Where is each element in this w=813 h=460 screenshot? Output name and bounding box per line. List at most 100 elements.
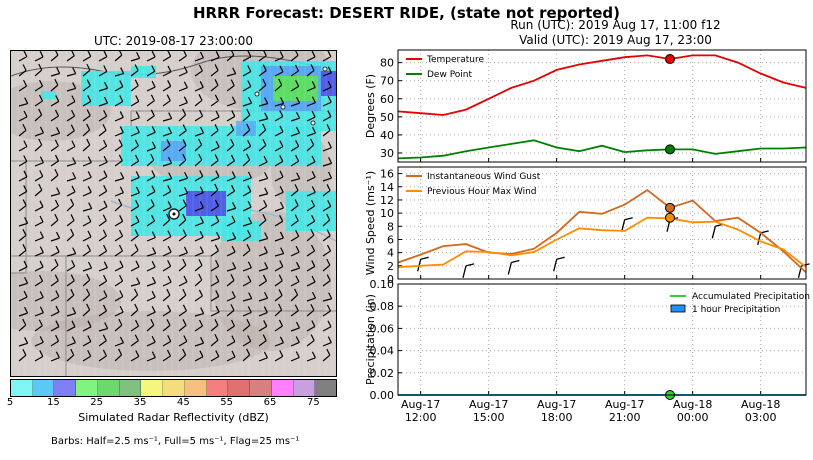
wind-barb-flag: [511, 259, 520, 264]
main-title: HRRR Forecast: DESERT RIDE, (state not r…: [192, 4, 621, 22]
wind-barb-flag: [264, 232, 269, 239]
wind-barb-flag: [134, 303, 139, 311]
wind-barb: [18, 277, 29, 287]
wind-barb-shaft: [34, 280, 43, 287]
wind-barb-flag: [310, 304, 315, 311]
wind-barb-flag: [87, 230, 92, 238]
wind-barb: [98, 200, 108, 212]
wind-barb-flag: [103, 170, 108, 177]
wind-barb: [210, 333, 219, 347]
wind-barb-shaft: [82, 144, 91, 152]
wind-barb-shaft: [18, 160, 28, 167]
wind-barb-flag: [135, 350, 140, 357]
wind-barb: [50, 290, 60, 302]
wind-barb-shaft: [18, 205, 27, 212]
wind-barb-flag: [247, 80, 252, 87]
wind-barb-shaft: [322, 354, 331, 362]
wind-barb-flag: [279, 201, 285, 209]
wind-barb-flag: [183, 275, 188, 283]
wind-barb-shaft: [82, 162, 92, 167]
wind-barb-flag: [294, 304, 299, 311]
wind-barb-shaft: [162, 100, 171, 107]
wind-barb-flag: [264, 172, 269, 179]
wind-barb-flag: [326, 274, 331, 281]
wind-barb-flag: [311, 320, 316, 327]
wind-barb-flag: [199, 216, 204, 223]
wind-barb-shaft: [82, 85, 91, 92]
wind-barb: [306, 199, 316, 212]
wind-barb-shaft: [130, 176, 140, 182]
wind-barb-flag: [103, 184, 108, 192]
wind-barb-shaft: [114, 100, 124, 107]
wind-barb-flag: [232, 67, 237, 74]
wind-barb: [34, 94, 44, 107]
wind-barb-shaft: [322, 205, 332, 212]
wind-barb-flag: [55, 290, 60, 297]
wind-barb-shaft: [18, 266, 28, 272]
wind-barb-flag: [72, 82, 77, 89]
wind-barb: [242, 171, 252, 182]
wind-barb-shaft: [274, 56, 284, 62]
wind-barb-shaft: [210, 189, 219, 197]
city-marker: [322, 66, 328, 72]
wind-barb-shaft: [242, 85, 252, 92]
wind-barb-shaft: [162, 340, 172, 347]
wind-barb-shaft: [274, 84, 283, 92]
wind-barb-flag: [262, 138, 267, 146]
wind-barb-shaft: [18, 146, 28, 152]
wind-barb-shaft: [258, 251, 268, 257]
wind-barb-shaft: [146, 357, 156, 362]
wind-barb-shaft: [162, 132, 172, 137]
wind-barb-shaft: [178, 264, 187, 272]
wind-barb-shaft: [322, 116, 332, 122]
wind-barb-shaft: [50, 340, 59, 347]
wind-barb: [226, 123, 235, 137]
wind-barb: [274, 336, 284, 347]
wind-barb-flag: [39, 231, 44, 238]
wind-barb-shaft: [146, 311, 156, 317]
wind-barb-flag: [55, 305, 60, 313]
colorbar-tick-label: 75: [306, 397, 320, 408]
wind-barb: [258, 112, 269, 122]
wind-barb-flag: [279, 215, 284, 222]
wind-barb-shaft: [242, 235, 251, 242]
wind-barb: [18, 337, 29, 347]
wind-barb: [242, 217, 253, 227]
wind-barb-shaft: [130, 235, 139, 242]
wind-barb: [50, 187, 61, 197]
wind-barb-flag: [262, 274, 267, 282]
wind-barb-shaft: [194, 57, 204, 62]
wind-barb-shaft: [50, 219, 59, 227]
wind-barb: [290, 275, 300, 287]
wind-barb: [226, 319, 236, 332]
wind-barb: [82, 202, 93, 212]
wind-barb-flag: [263, 320, 268, 327]
y-tick-label: 14: [380, 181, 394, 194]
wind-barb: [322, 213, 331, 227]
wind-barb: [242, 65, 252, 77]
wind-barb-shaft: [306, 357, 316, 362]
wind-barb-shaft: [322, 342, 332, 347]
wind-barb-shaft: [146, 205, 155, 212]
wind-barb: [98, 261, 108, 272]
wind-barb-shaft: [114, 324, 123, 332]
wind-barb: [66, 140, 76, 152]
wind-barb-shaft: [82, 176, 92, 182]
wind-barb-shaft: [274, 146, 284, 152]
wind-barb-flag: [326, 244, 332, 252]
wind-barb-shaft: [98, 206, 108, 212]
wind-barb: [66, 124, 75, 137]
wind-barb-shaft: [114, 73, 124, 77]
wind-barb-shaft: [210, 237, 220, 242]
wind-barb: [210, 183, 219, 197]
wind-barb-shaft: [130, 249, 139, 257]
wind-barb-flag: [279, 350, 284, 357]
wind-barb-flag: [135, 199, 140, 207]
wind-barb-flag: [55, 95, 60, 102]
wind-barb: [322, 320, 332, 332]
x-tick-label-date: Aug-17: [537, 398, 576, 411]
wind-barb-flag: [54, 154, 60, 162]
wind-barb: [322, 274, 331, 287]
wind-barb-shaft: [18, 103, 28, 107]
wind-barb-shaft: [130, 205, 139, 212]
